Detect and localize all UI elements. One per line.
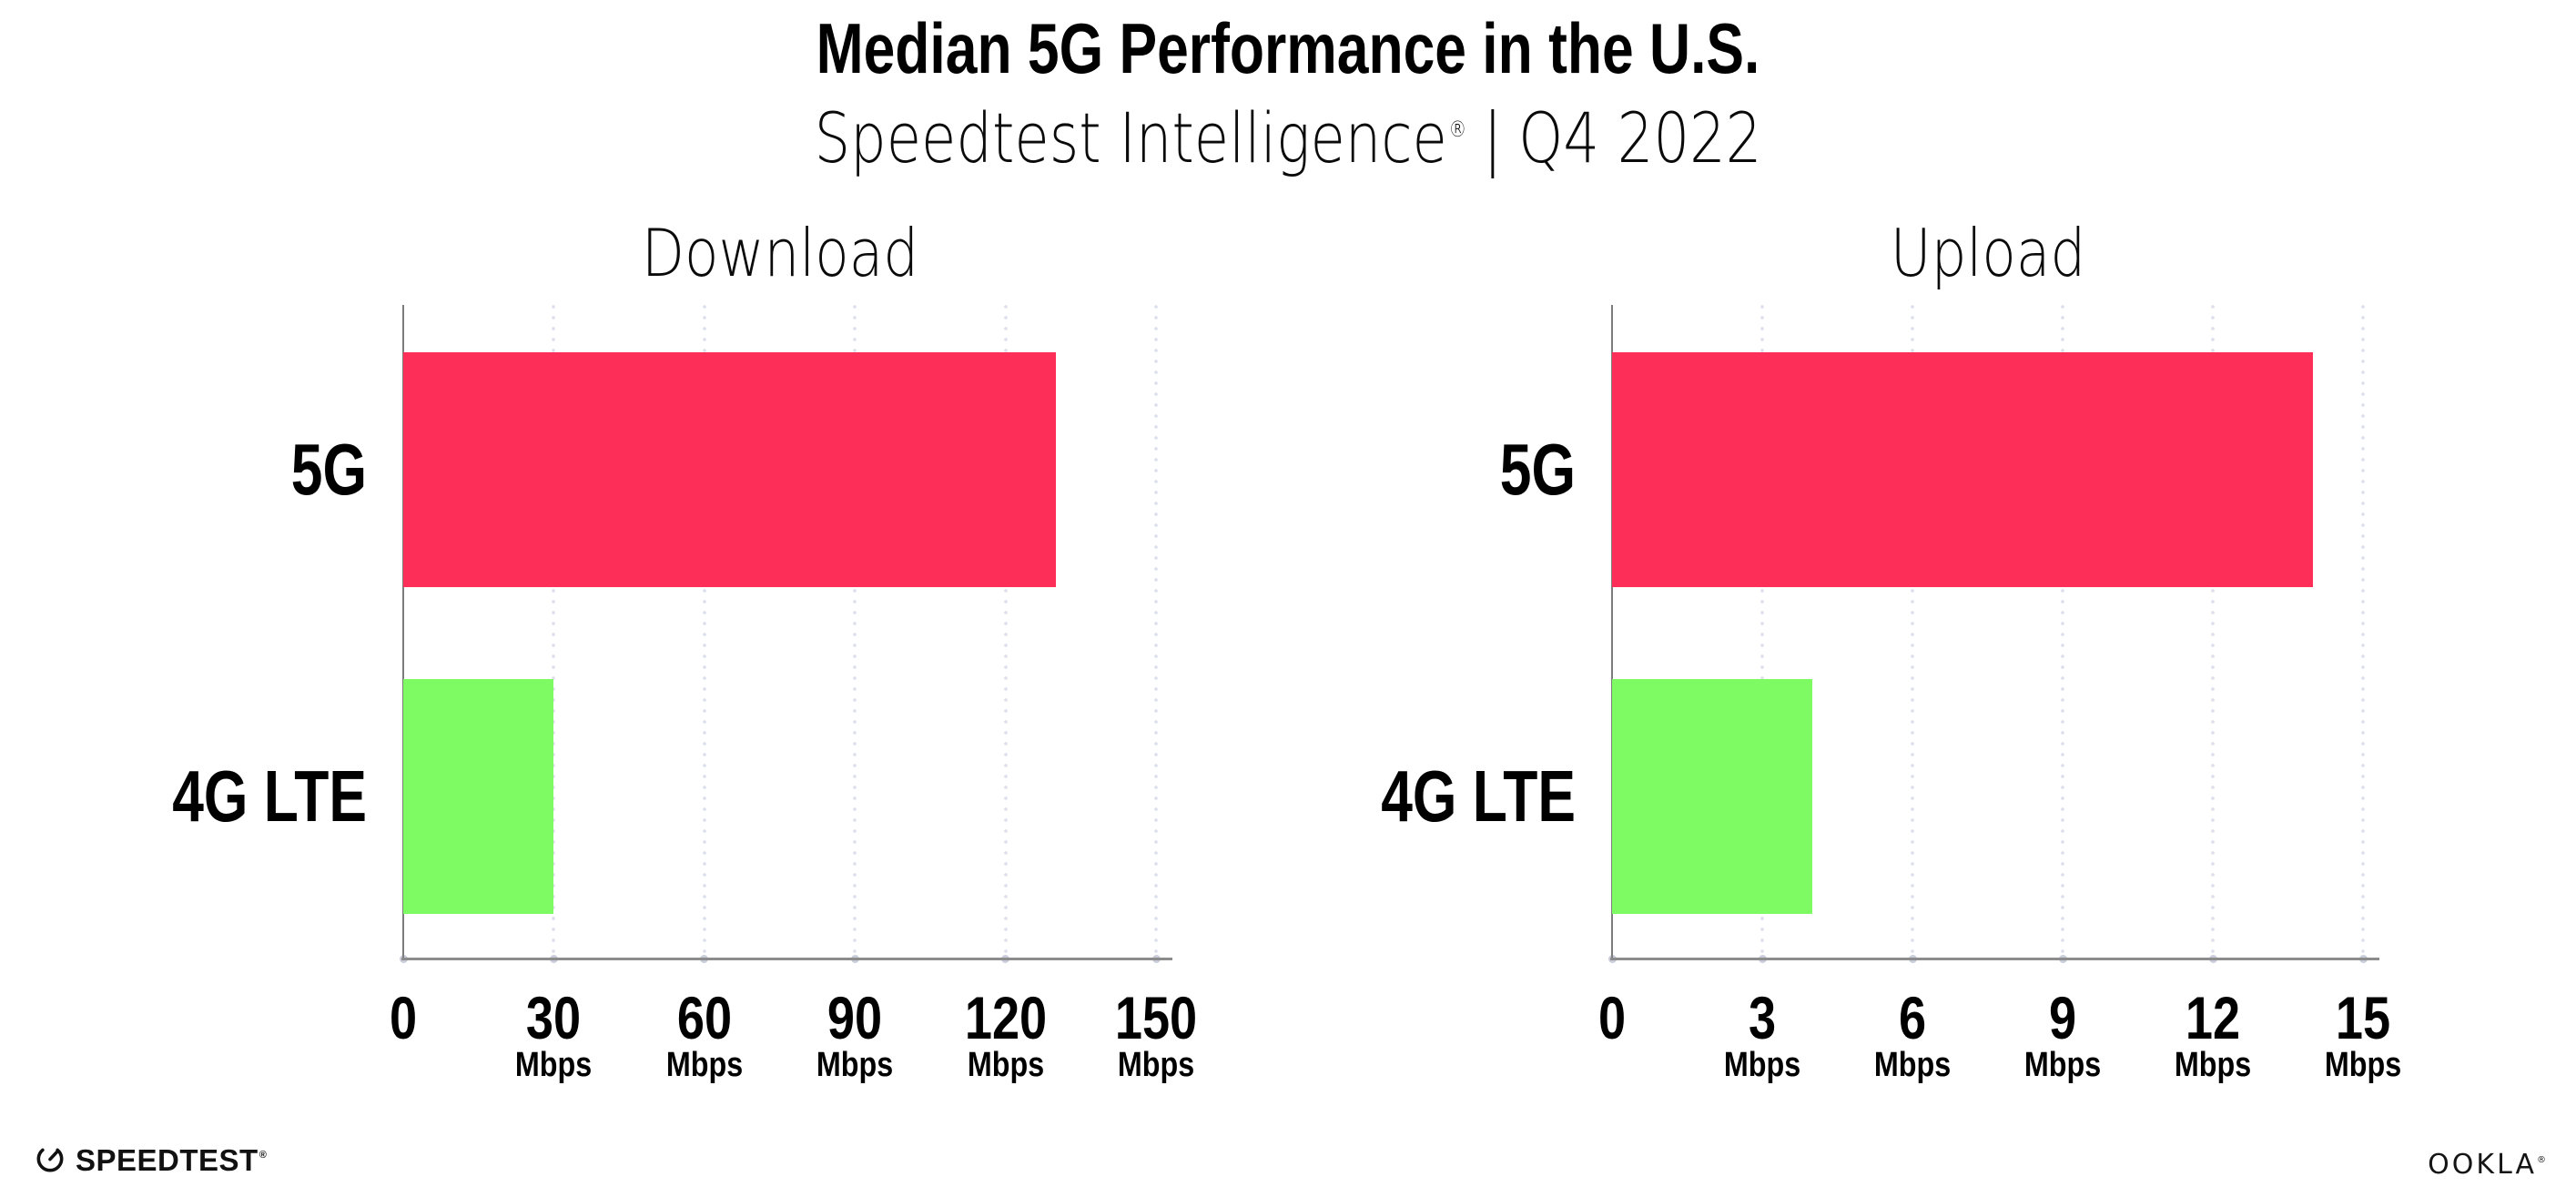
gridline: [702, 305, 706, 959]
x-tick-label: 0: [1597, 984, 1627, 1051]
chart-title-download: Download: [641, 215, 918, 291]
bar-5g-download: [403, 352, 1056, 587]
category-label-5g: 5G: [1499, 429, 1576, 510]
x-tick-unit-label: Mbps: [515, 1046, 593, 1084]
gridline: [1003, 305, 1008, 959]
bar-5g-upload: [1612, 352, 2313, 587]
x-tick-unit-label: Mbps: [2324, 1046, 2402, 1084]
ookla-wordmark: OOKLA: [2428, 1149, 2537, 1181]
registered-mark-icon: ®: [1448, 117, 1467, 142]
x-tick-label: 3: [1748, 984, 1777, 1051]
gridline: [1760, 305, 1764, 959]
x-tick-label: 90: [827, 984, 883, 1051]
gridline: [853, 305, 857, 959]
gridline: [2061, 305, 2064, 959]
x-tick-label: 9: [2048, 984, 2077, 1051]
chart-title-upload: Upload: [1890, 215, 2085, 291]
x-tick-label: 15: [2335, 984, 2391, 1051]
y-axis-line: [402, 305, 404, 960]
x-tick-label: 6: [1898, 984, 1927, 1051]
gridline: [1911, 305, 1914, 959]
x-axis-line: [401, 958, 1172, 960]
gridline: [552, 305, 556, 959]
x-axis-line: [1610, 958, 2379, 960]
x-tick-label: 30: [526, 984, 582, 1051]
x-tick-label: 12: [2185, 984, 2241, 1051]
x-tick-label: 0: [389, 984, 418, 1051]
subtitle-period: Q4 2022: [1518, 97, 1762, 178]
category-label-4g-lte: 4G LTE: [172, 756, 367, 837]
bar-4g-lte-upload: [1612, 679, 1812, 914]
speedtest-logo: SPEEDTEST®: [33, 1138, 267, 1178]
category-label-5g: 5G: [290, 429, 367, 510]
x-tick-unit-label: Mbps: [816, 1046, 894, 1084]
speedtest-gauge-icon: [36, 1148, 64, 1172]
x-tick-unit-label: Mbps: [665, 1046, 743, 1084]
gridline: [1154, 305, 1158, 959]
x-tick-unit-label: Mbps: [2174, 1046, 2252, 1084]
x-tick-unit-label: Mbps: [1873, 1046, 1952, 1084]
x-tick-unit-label: Mbps: [1117, 1046, 1195, 1084]
speedtest-registered-mark: ®: [259, 1150, 268, 1161]
ookla-logo: OOKLA®: [2428, 1145, 2549, 1181]
subtitle-separator: |: [1483, 97, 1503, 178]
x-tick-label: 60: [676, 984, 732, 1051]
x-tick-unit-label: Mbps: [967, 1046, 1044, 1084]
x-tick-unit-label: Mbps: [1723, 1046, 1801, 1084]
ookla-registered-mark: ®: [2537, 1155, 2549, 1165]
x-tick-unit-label: Mbps: [2023, 1046, 2102, 1084]
bar-4g-lte-download: [403, 679, 554, 914]
page-title: Median 5G Performance in the U.S.: [816, 8, 1760, 88]
subtitle-brand: Speedtest Intelligence: [814, 97, 1447, 178]
y-axis-line: [1611, 305, 1613, 960]
x-tick-label: 120: [964, 984, 1047, 1051]
category-label-4g-lte: 4G LTE: [1381, 756, 1576, 837]
page-subtitle: Speedtest Intelligence® | Q4 2022: [232, 89, 2345, 178]
speedtest-wordmark: SPEEDTEST®: [76, 1143, 268, 1177]
gridline: [2361, 305, 2365, 959]
gridline: [2211, 305, 2215, 959]
x-tick-label: 150: [1114, 984, 1198, 1051]
